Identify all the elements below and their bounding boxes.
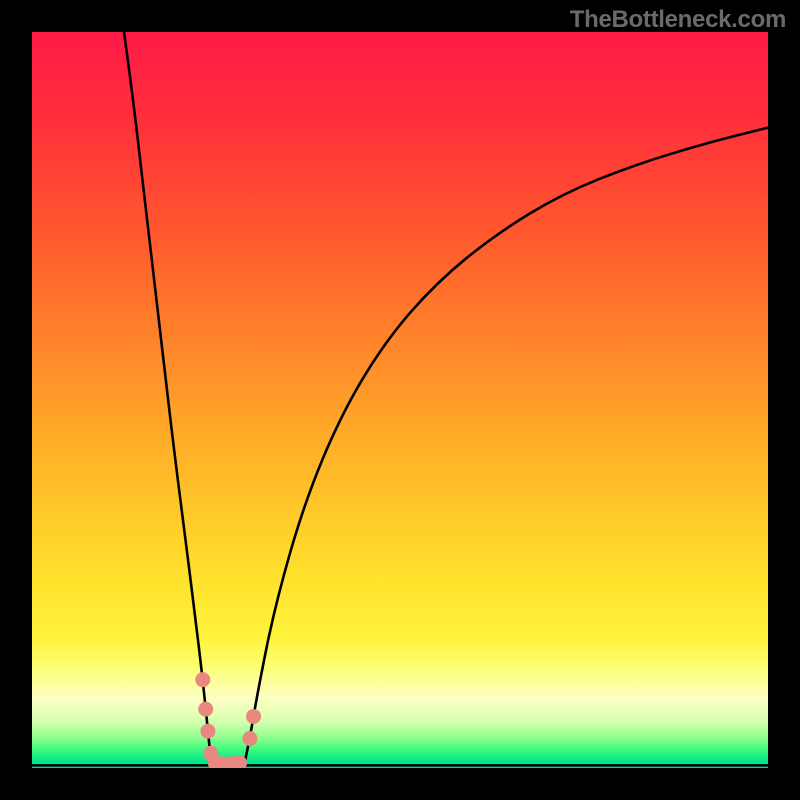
chart-frame: TheBottleneck.com bbox=[0, 0, 800, 800]
bottleneck-chart-svg bbox=[32, 32, 768, 768]
watermark-text: TheBottleneck.com bbox=[570, 6, 786, 34]
plot-area bbox=[32, 32, 768, 768]
